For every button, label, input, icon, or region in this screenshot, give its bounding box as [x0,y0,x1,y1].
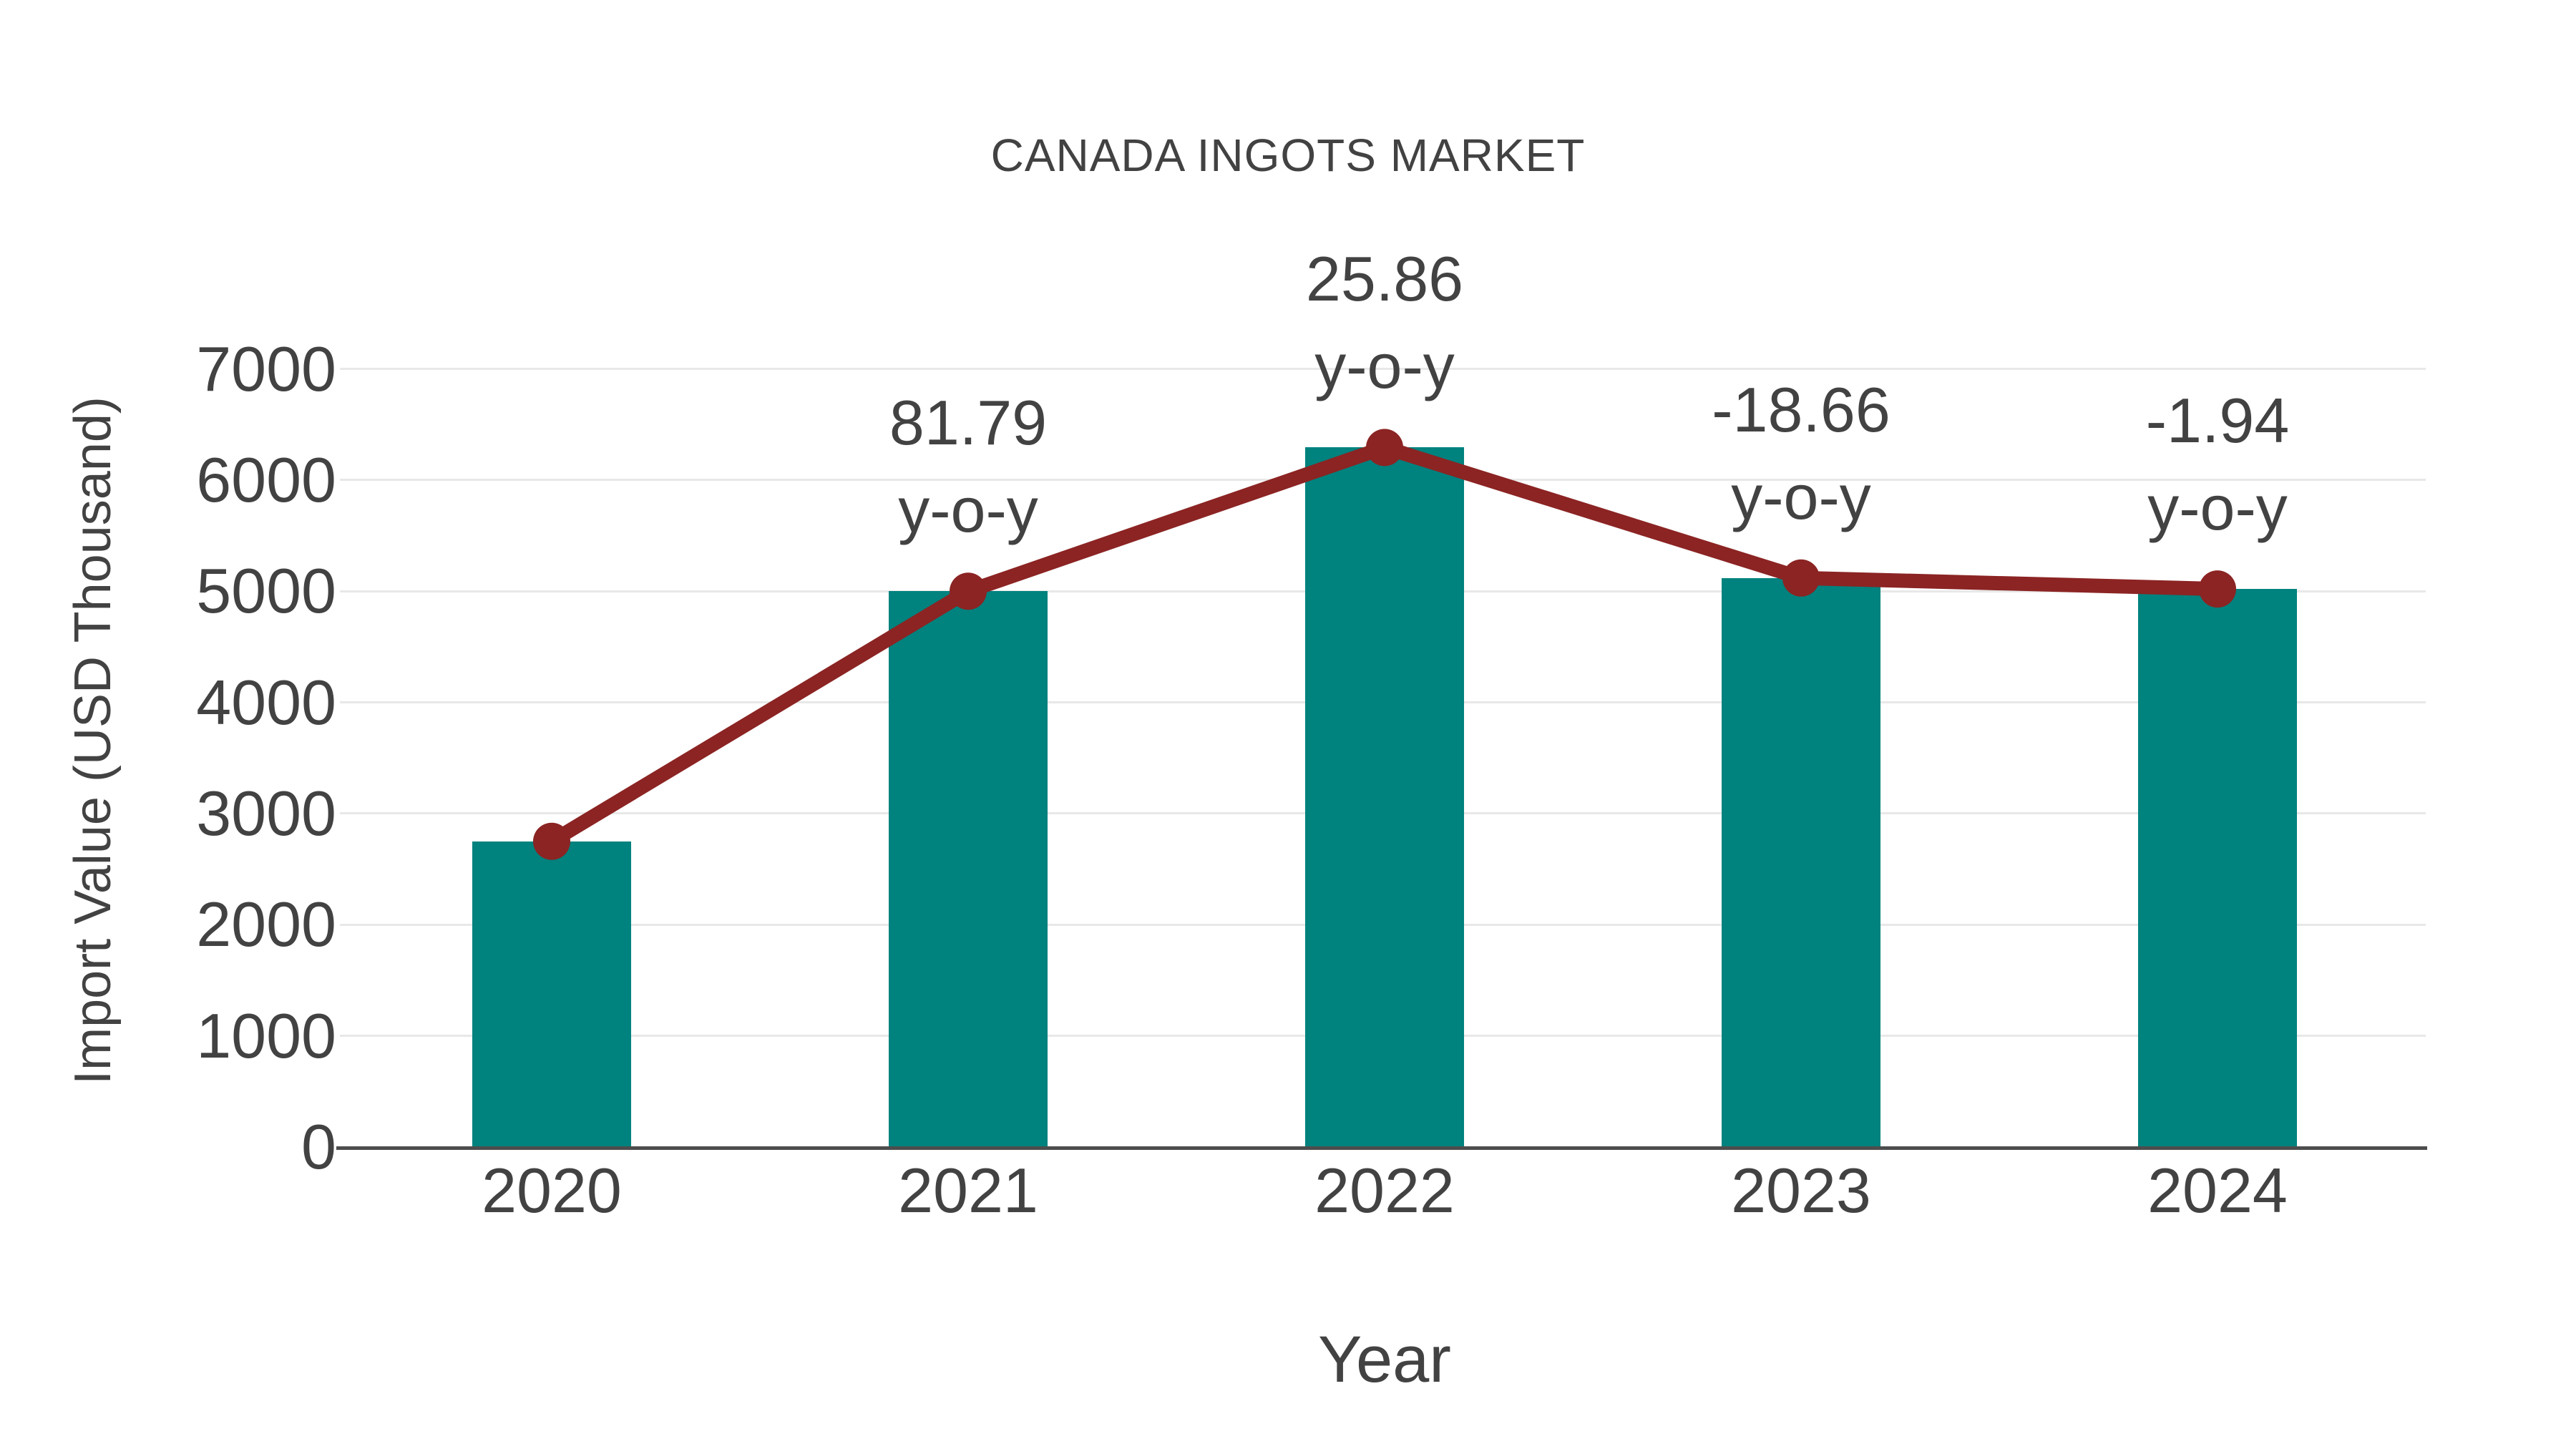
y-tick-label-2000: 2000 [196,889,336,960]
yoy-value-2021: 81.79 [889,387,1048,459]
yoy-suffix-2023: y-o-y [1731,461,1871,532]
bar-2021 [889,591,1048,1147]
yoy-suffix-2021: y-o-y [898,474,1038,546]
yoy-annotation-2023: -18.66 y-o-y [1593,366,2009,541]
yoy-value-2022: 25.86 [1305,243,1464,315]
x-tick-label-2021: 2021 [898,1155,1038,1226]
chart-title: CANADA INGOTS MARKET [990,130,1586,181]
bar-2020 [472,841,631,1147]
data-point-2024 [2199,570,2236,608]
data-point-2023 [1782,559,1820,597]
yoy-annotation-2021: 81.79 y-o-y [760,379,1176,554]
x-tick-label-2023: 2023 [1731,1155,1871,1226]
y-tick-label-3000: 3000 [196,777,336,849]
y-tick-label-0: 0 [301,1111,336,1182]
y-tick-label-4000: 4000 [196,666,336,738]
yoy-suffix-2022: y-o-y [1314,331,1455,402]
x-tick-label-2024: 2024 [2147,1155,2288,1226]
x-tick-label-2020: 2020 [482,1155,622,1226]
x-axis-line [336,1146,2427,1150]
y-tick-label-6000: 6000 [196,444,336,515]
y-tick-label-5000: 5000 [196,555,336,627]
yoy-suffix-2024: y-o-y [2147,472,2288,544]
x-tick-label-2022: 2022 [1314,1155,1455,1226]
bar-2023 [1722,577,1880,1147]
yoy-value-2024: -1.94 [2145,385,2290,457]
x-axis-title: Year [1318,1323,1451,1396]
gridline-7000 [340,368,2426,370]
yoy-annotation-2024: -1.94 y-o-y [2009,377,2426,552]
bar-2022 [1305,447,1464,1147]
data-point-2022 [1366,429,1403,467]
yoy-value-2023: -18.66 [1712,374,1890,445]
bar-2024 [2138,589,2297,1147]
yoy-annotation-2022: 25.86 y-o-y [1176,235,1593,410]
y-tick-label-7000: 7000 [196,333,336,404]
y-tick-label-1000: 1000 [196,1000,336,1071]
data-point-2021 [950,572,987,610]
data-point-2020 [533,822,570,860]
